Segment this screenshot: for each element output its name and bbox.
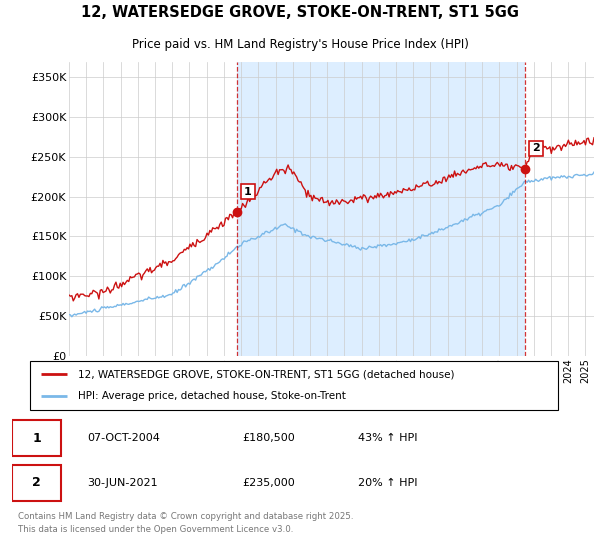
Text: HPI: Average price, detached house, Stoke-on-Trent: HPI: Average price, detached house, Stok… <box>77 391 346 401</box>
Text: Contains HM Land Registry data © Crown copyright and database right 2025.
This d: Contains HM Land Registry data © Crown c… <box>18 512 353 534</box>
Text: £180,500: £180,500 <box>242 433 295 443</box>
Text: 2: 2 <box>532 143 540 153</box>
Text: 12, WATERSEDGE GROVE, STOKE-ON-TRENT, ST1 5GG (detached house): 12, WATERSEDGE GROVE, STOKE-ON-TRENT, ST… <box>77 370 454 380</box>
Text: 1: 1 <box>32 432 41 445</box>
Text: 20% ↑ HPI: 20% ↑ HPI <box>358 478 417 488</box>
Text: 1: 1 <box>244 186 252 197</box>
Bar <box>237 62 525 356</box>
Text: 12, WATERSEDGE GROVE, STOKE-ON-TRENT, ST1 5GG: 12, WATERSEDGE GROVE, STOKE-ON-TRENT, ST… <box>81 6 519 20</box>
Text: Price paid vs. HM Land Registry's House Price Index (HPI): Price paid vs. HM Land Registry's House … <box>131 38 469 50</box>
Text: £235,000: £235,000 <box>242 478 295 488</box>
Text: 2: 2 <box>32 477 41 489</box>
Text: 43% ↑ HPI: 43% ↑ HPI <box>358 433 417 443</box>
Text: 07-OCT-2004: 07-OCT-2004 <box>87 433 160 443</box>
FancyBboxPatch shape <box>12 420 61 456</box>
FancyBboxPatch shape <box>30 361 558 410</box>
FancyBboxPatch shape <box>12 465 61 501</box>
Text: 30-JUN-2021: 30-JUN-2021 <box>87 478 158 488</box>
